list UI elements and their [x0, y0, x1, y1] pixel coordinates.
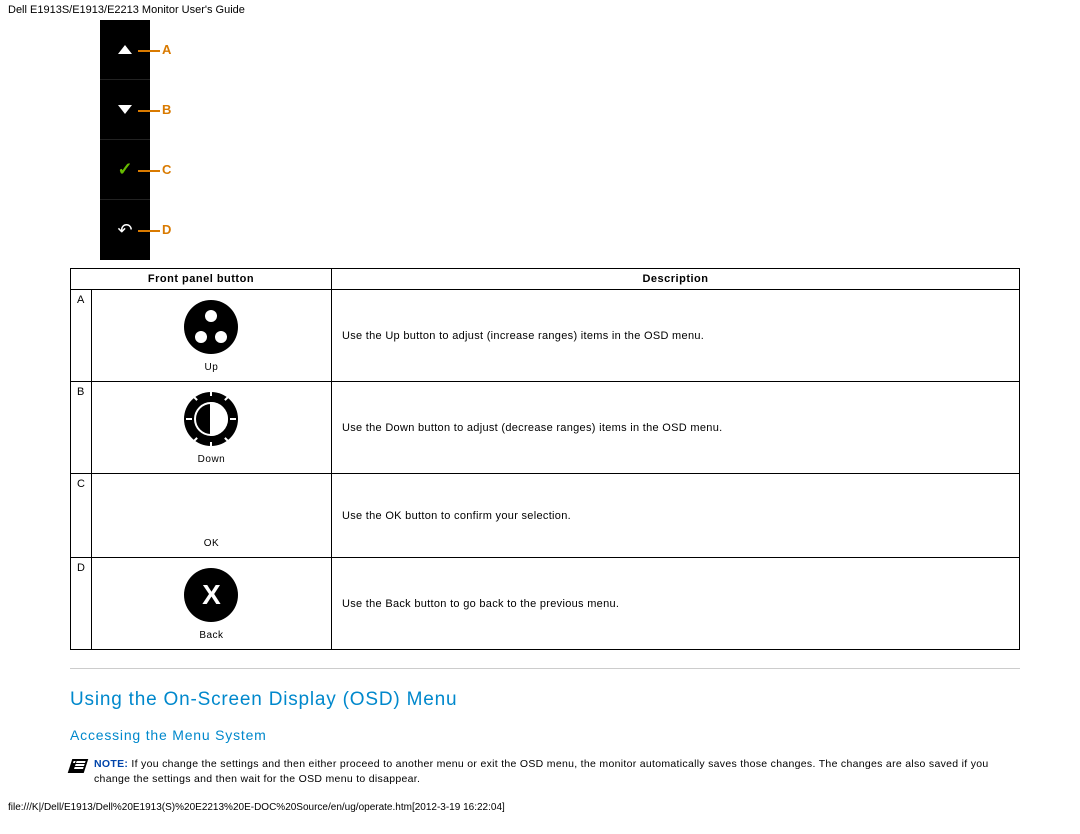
- main-content: A B ✓ C ↶ D Front panel button Descripti…: [0, 20, 1080, 786]
- icon-label: Back: [92, 630, 331, 641]
- panel-label-d: D: [162, 222, 171, 237]
- row-desc: Use the Down button to adjust (decrease …: [331, 382, 1019, 474]
- divider: [70, 668, 1020, 669]
- up-arrow-icon: [118, 45, 132, 54]
- row-desc: Use the Up button to adjust (increase ra…: [331, 290, 1019, 382]
- panel-label-a: A: [162, 42, 171, 57]
- note-icon: [68, 759, 89, 773]
- table-row: C OK Use the OK button to confirm your s…: [71, 474, 1020, 558]
- check-icon: ✓: [117, 159, 132, 180]
- col-header-desc: Description: [331, 269, 1019, 290]
- icon-label: Up: [92, 362, 331, 373]
- icon-label: OK: [92, 538, 331, 549]
- back-arrow-icon: ↶: [117, 220, 132, 241]
- icon-label: Down: [92, 454, 331, 465]
- panel-label-b: B: [162, 102, 171, 117]
- panel-strip: A B ✓ C ↶ D: [100, 20, 150, 260]
- row-letter: D: [71, 558, 92, 650]
- row-icon-cell: OK: [91, 474, 331, 558]
- table-row: B Down Use the Down button to adjust (de…: [71, 382, 1020, 474]
- note-block: NOTE: If you change the settings and the…: [70, 757, 1020, 786]
- back-button-icon: X: [184, 568, 238, 622]
- page-header: Dell E1913S/E1913/E2213 Monitor User's G…: [0, 0, 1080, 20]
- subsection-heading: Accessing the Menu System: [70, 727, 1020, 743]
- table-header-row: Front panel button Description: [71, 269, 1020, 290]
- page-footer: file:///K|/Dell/E1913/Dell%20E1913(S)%20…: [0, 796, 1080, 819]
- panel-label-c: C: [162, 162, 171, 177]
- row-icon-cell: Up: [91, 290, 331, 382]
- note-text: NOTE: If you change the settings and the…: [94, 757, 1020, 786]
- panel-button-d: ↶ D: [100, 200, 150, 260]
- row-desc: Use the Back button to go back to the pr…: [331, 558, 1019, 650]
- panel-button-c: ✓ C: [100, 140, 150, 200]
- down-arrow-icon: [118, 105, 132, 114]
- note-label: NOTE:: [94, 758, 128, 770]
- panel-button-a: A: [100, 20, 150, 80]
- up-button-icon: [184, 300, 238, 354]
- row-letter: A: [71, 290, 92, 382]
- row-letter: C: [71, 474, 92, 558]
- panel-button-b: B: [100, 80, 150, 140]
- note-body: If you change the settings and then eith…: [94, 758, 989, 785]
- row-desc: Use the OK button to confirm your select…: [331, 474, 1019, 558]
- row-icon-cell: Down: [91, 382, 331, 474]
- col-header-button: Front panel button: [71, 269, 332, 290]
- table-row: D X Back Use the Back button to go back …: [71, 558, 1020, 650]
- section-heading: Using the On-Screen Display (OSD) Menu: [70, 689, 1020, 711]
- down-button-icon: [184, 392, 238, 446]
- row-icon-cell: X Back: [91, 558, 331, 650]
- table-row: A Up Use the Up button to adjust (increa…: [71, 290, 1020, 382]
- row-letter: B: [71, 382, 92, 474]
- button-table: Front panel button Description A Up Use …: [70, 268, 1020, 650]
